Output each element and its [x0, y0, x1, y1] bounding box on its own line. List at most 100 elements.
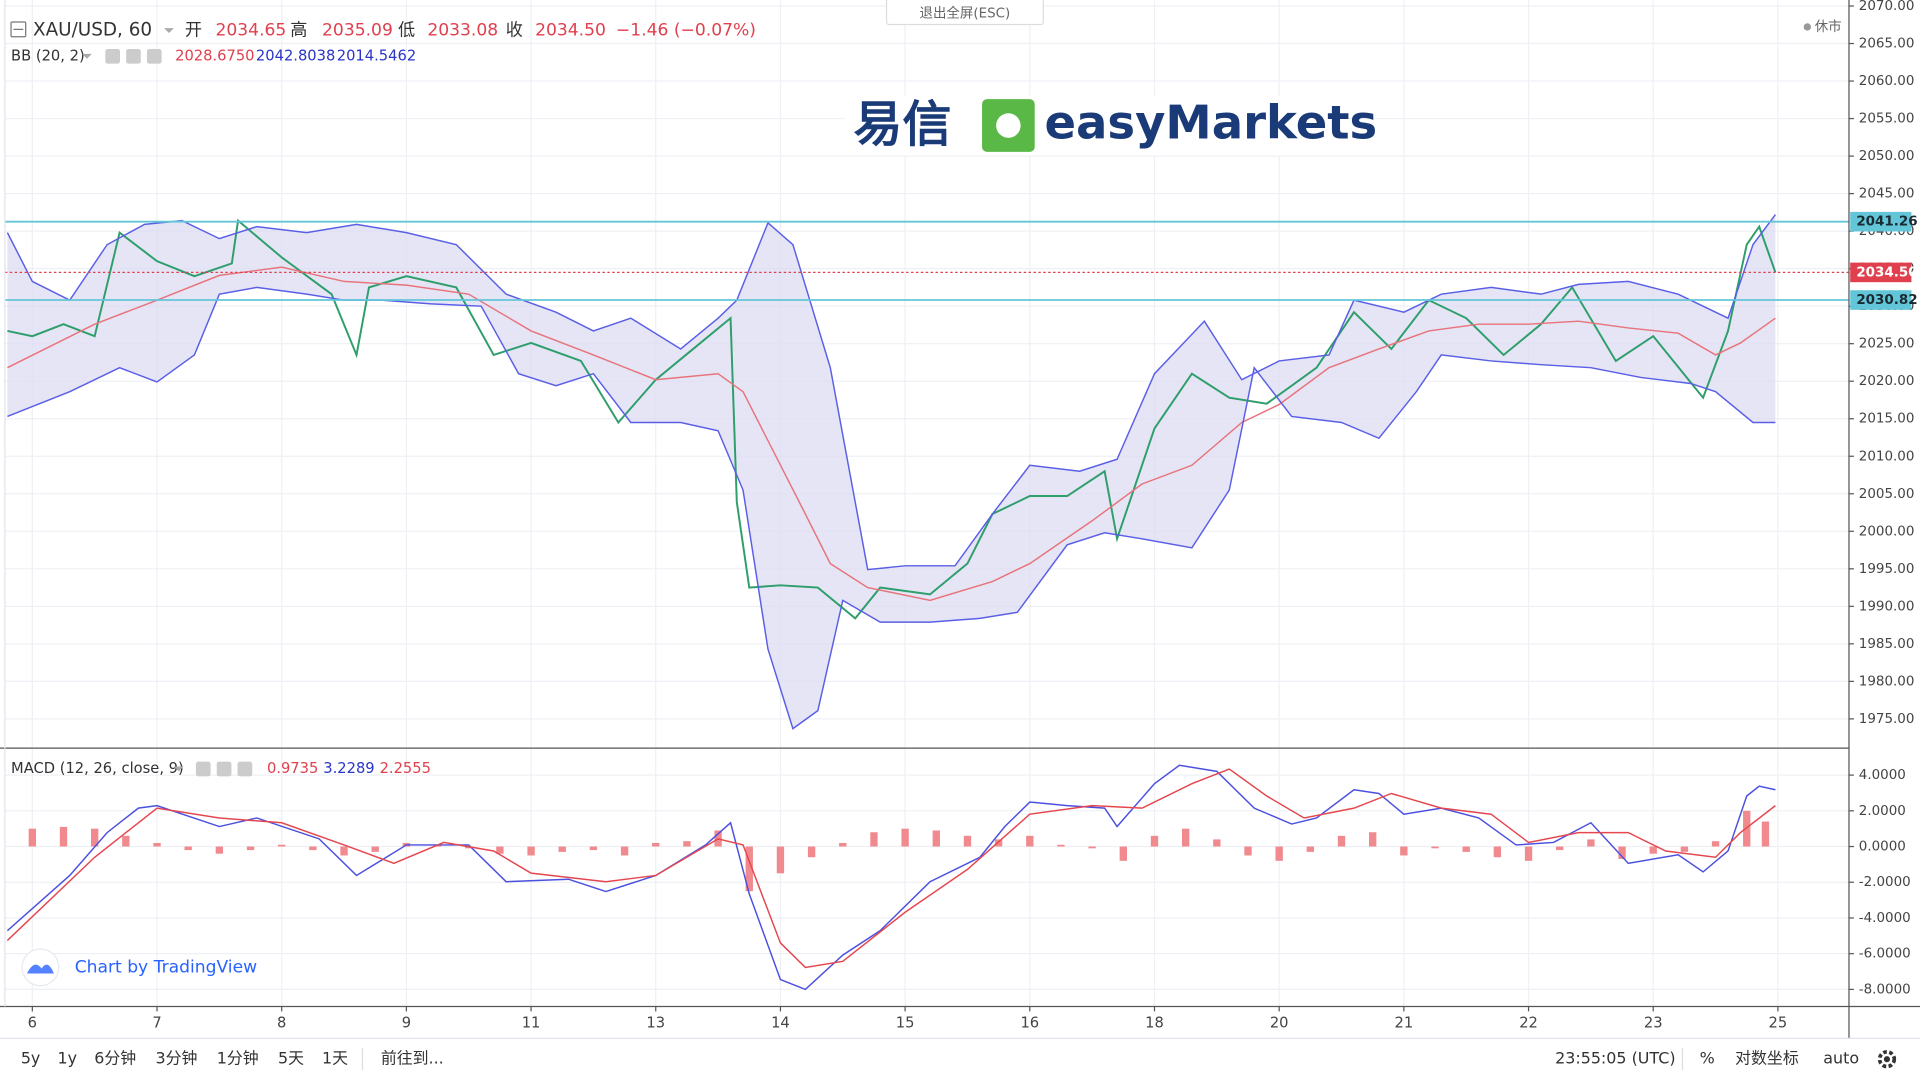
histogram-bar [652, 842, 660, 847]
x-tick-label: 21 [1395, 1015, 1414, 1032]
percent-toggle[interactable]: % [1700, 1049, 1715, 1068]
open-label: 开 [185, 21, 202, 41]
low-label: 低 [398, 21, 415, 41]
range-button[interactable]: 5y [21, 1049, 41, 1068]
range-button[interactable]: 1天 [322, 1049, 348, 1068]
x-tick-label: 22 [1519, 1015, 1538, 1032]
y-tick-label: 2.0000 [1859, 804, 1906, 819]
x-tick-label: 18 [1145, 1015, 1164, 1032]
series-line [7, 266, 1776, 602]
icon-remove[interactable] [237, 761, 253, 777]
logo-mark-dot [996, 113, 1021, 138]
histogram-bar [745, 846, 753, 892]
histogram-bar [1431, 846, 1439, 849]
y-tick-label: 2050.00 [1859, 149, 1915, 164]
histogram-bar [1088, 846, 1096, 849]
bb-label[interactable]: BB (20, 2) [11, 47, 85, 64]
histogram-bar [839, 842, 847, 847]
range-button[interactable]: 5天 [278, 1049, 304, 1068]
goto-button[interactable]: 前往到... [381, 1049, 444, 1068]
auto-toggle[interactable]: auto [1823, 1049, 1859, 1068]
histogram-bar [1587, 839, 1595, 847]
dropdown-arrow[interactable] [173, 766, 184, 772]
histogram-bar [870, 832, 878, 847]
range-button[interactable]: 1y [58, 1049, 78, 1068]
y-tick-label: 2000.00 [1859, 524, 1915, 539]
low-value: 2033.08 [427, 21, 498, 41]
histogram-bar [1275, 846, 1283, 861]
histogram-bar [1649, 846, 1657, 854]
symbol[interactable]: XAU/USD, 60 [33, 20, 152, 41]
y-tick-label: 2060.00 [1859, 74, 1915, 89]
histogram-bar [153, 842, 161, 847]
histogram-bar [901, 828, 909, 847]
histogram-bar [1369, 832, 1377, 847]
histogram-bar [932, 830, 940, 847]
axis-layer: 1975.00 1980.00 1985.00 1990.00 1995.00 2000.… [28, 0, 1918, 1032]
y-tick-label: 0.0000 [1859, 840, 1906, 855]
histogram-bar [1493, 846, 1502, 858]
histogram-bar [1680, 846, 1689, 852]
settings-gear[interactable] [1877, 1050, 1897, 1069]
histogram-bar [278, 844, 286, 847]
macd-signal-value: 2.2555 [380, 760, 431, 777]
icon-settings[interactable] [126, 48, 141, 64]
y-tick-label: 2010.00 [1859, 449, 1915, 464]
histogram-bar [807, 846, 816, 858]
open-value: 2034.65 [216, 21, 287, 41]
pane [6, 764, 1776, 991]
y-tick-label: 1975.00 [1859, 712, 1915, 727]
histogram-bar [246, 846, 255, 851]
indicator-icons [105, 48, 162, 64]
x-tick-label: 15 [896, 1015, 915, 1032]
dropdown-arrow[interactable] [164, 28, 174, 34]
y-tick-label: 1990.00 [1859, 599, 1915, 614]
logo-cn: 易信 [853, 96, 951, 153]
icon-remove[interactable] [146, 48, 162, 64]
histogram-bar [1150, 835, 1159, 847]
y-tick-label: 4.0000 [1859, 768, 1906, 783]
exit-fullscreen-button[interactable] [885, 0, 1044, 26]
y-tick-label: 2045.00 [1859, 187, 1915, 202]
histogram-bar [1213, 839, 1221, 847]
macd-label[interactable]: MACD (12, 26, close, 9) [11, 760, 184, 777]
series-line [6, 768, 1776, 969]
settings-gear-hub [1883, 1056, 1890, 1063]
data-layer [4, 214, 1849, 991]
price-label: 2030.82 [1856, 293, 1917, 308]
histogram-bar [620, 846, 629, 856]
range-button[interactable]: 3分钟 [156, 1049, 198, 1068]
price-label-box [1850, 211, 1912, 232]
exit-fullscreen-text[interactable]: 退出全屏(ESC) [920, 4, 1011, 21]
range-button[interactable]: 1分钟 [217, 1049, 259, 1068]
indicator-icons [195, 761, 253, 777]
x-tick-label: 7 [152, 1015, 161, 1032]
histogram-bar [963, 835, 972, 847]
y-tick-label: -2.0000 [1859, 875, 1911, 890]
market-status: 休市 [1815, 18, 1842, 35]
logo-box [844, 95, 1338, 156]
histogram-bar [1618, 846, 1626, 860]
y-tick-label: 2065.00 [1859, 37, 1915, 52]
tv-logo [26, 964, 54, 974]
y-tick-label: 1985.00 [1859, 637, 1915, 652]
histogram-bar [184, 846, 192, 851]
collapse-icon[interactable] [10, 21, 27, 38]
high-label: 高 [290, 21, 307, 41]
dropdown-arrow[interactable] [82, 53, 92, 59]
log-toggle[interactable]: 对数坐标 [1735, 1049, 1799, 1068]
histogram-bar [527, 846, 535, 856]
histogram-bar [558, 846, 566, 852]
icon-visible[interactable] [195, 761, 211, 777]
price-label-box [1850, 262, 1912, 283]
macd-value: 3.2289 [323, 760, 374, 777]
histogram-bar [1306, 846, 1315, 852]
range-button[interactable]: 6分钟 [94, 1049, 136, 1068]
price-label: 2041.26 [1856, 215, 1917, 230]
icon-settings[interactable] [216, 761, 232, 777]
icon-visible[interactable] [105, 48, 120, 64]
histogram-bar [1524, 846, 1533, 861]
attribution[interactable]: Chart by TradingView [75, 957, 257, 977]
x-tick-label: 14 [771, 1015, 790, 1032]
